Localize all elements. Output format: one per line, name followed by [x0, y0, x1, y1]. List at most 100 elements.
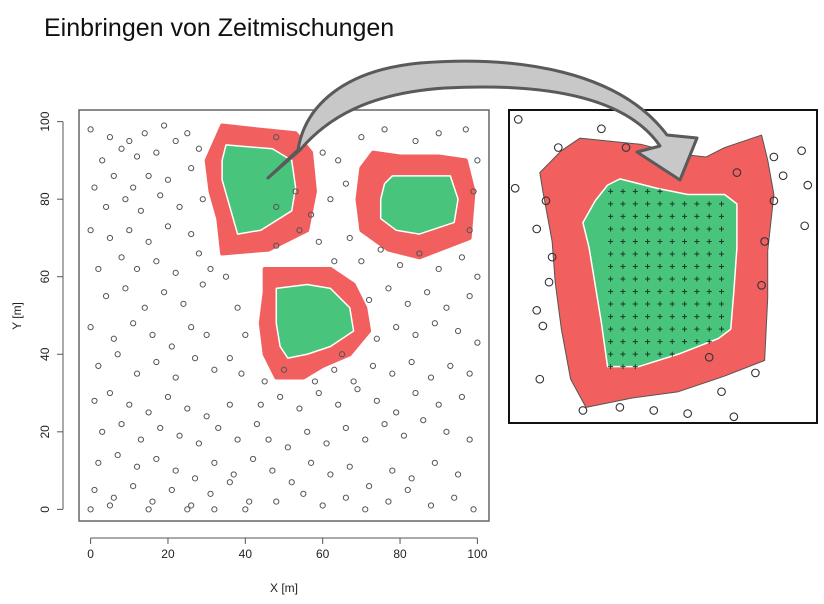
data-point — [385, 498, 392, 505]
data-point — [424, 289, 431, 296]
data-point — [242, 506, 249, 513]
data-point — [431, 459, 438, 466]
plus-marker — [645, 251, 651, 257]
plus-marker — [620, 188, 626, 194]
data-point — [362, 506, 369, 513]
plus-marker — [719, 238, 725, 244]
plus-marker — [657, 339, 663, 345]
data-point — [751, 368, 760, 378]
data-point — [335, 401, 342, 408]
data-point — [133, 153, 141, 160]
plus-marker — [694, 264, 700, 269]
data-point — [443, 428, 450, 435]
data-point — [532, 224, 542, 234]
plus-marker — [657, 301, 663, 307]
data-point — [454, 327, 462, 335]
data-point — [91, 184, 98, 191]
plus-marker — [669, 339, 675, 345]
data-point — [207, 265, 214, 273]
data-point — [226, 401, 233, 408]
plus-marker — [620, 276, 626, 282]
data-point — [327, 471, 334, 478]
data-point — [412, 389, 419, 397]
data-point — [273, 134, 280, 141]
zoom-regions-layer — [539, 134, 775, 408]
data-point — [447, 362, 454, 370]
plus-marker — [669, 276, 675, 282]
data-point — [288, 479, 295, 486]
data-point — [180, 300, 187, 307]
plus-marker — [706, 289, 712, 295]
data-point — [381, 126, 388, 133]
plus-marker — [645, 188, 651, 194]
data-point — [408, 358, 415, 366]
data-point — [304, 428, 311, 435]
data-point — [373, 335, 380, 342]
data-point — [87, 506, 94, 513]
data-point — [416, 250, 423, 257]
data-point — [176, 432, 183, 439]
plus-marker — [669, 226, 675, 232]
plus-marker — [706, 339, 712, 345]
plus-marker — [706, 213, 712, 219]
data-point — [137, 436, 144, 443]
data-point — [435, 265, 442, 273]
data-point — [195, 440, 203, 447]
zoom-points-layer — [510, 115, 813, 422]
data-point — [760, 237, 769, 246]
plus-marker — [632, 188, 638, 194]
plus-marker — [620, 339, 626, 345]
plus-marker — [682, 213, 688, 219]
data-point — [412, 331, 419, 338]
data-point — [454, 471, 462, 478]
data-point — [176, 203, 183, 211]
data-point — [160, 289, 168, 296]
data-point — [404, 300, 411, 307]
data-point — [122, 196, 129, 203]
plus-marker — [669, 351, 675, 357]
data-point — [126, 401, 133, 408]
plus-marker — [657, 289, 663, 295]
plus-marker — [706, 314, 712, 320]
data-point — [404, 486, 411, 494]
plus-marker — [719, 289, 725, 295]
y-tick-label: 60 — [38, 270, 52, 284]
data-point — [296, 405, 303, 412]
data-point — [188, 230, 195, 238]
data-point — [145, 172, 152, 180]
data-point — [172, 137, 179, 145]
data-point — [377, 246, 384, 253]
plus-marker — [706, 276, 712, 282]
data-point — [110, 494, 117, 501]
plus-marker — [657, 276, 663, 282]
data-point — [141, 130, 148, 137]
data-point — [470, 506, 477, 513]
plus-marker — [608, 201, 614, 207]
data-point — [365, 296, 373, 304]
plus-marker — [706, 326, 712, 332]
plus-marker — [706, 226, 712, 232]
main-points-layer — [87, 122, 481, 513]
data-point — [323, 440, 330, 447]
y-tick-label: 100 — [38, 111, 52, 131]
data-point — [311, 378, 319, 385]
data-point — [273, 242, 280, 249]
data-point — [149, 331, 156, 338]
data-point — [130, 184, 137, 191]
data-point — [300, 490, 307, 497]
data-point — [211, 506, 218, 513]
data-point — [249, 455, 257, 463]
plus-marker — [682, 201, 688, 207]
plus-marker — [632, 251, 638, 257]
data-point — [141, 304, 148, 311]
callout-arrow-shape — [266, 59, 699, 182]
plus-marker — [682, 251, 688, 257]
plus-marker — [694, 339, 700, 345]
data-point — [470, 188, 477, 195]
plus-marker — [682, 226, 688, 232]
data-point — [292, 188, 299, 195]
data-point — [296, 227, 303, 234]
plus-marker — [719, 314, 725, 320]
data-point — [95, 265, 102, 273]
plus-marker — [632, 201, 638, 207]
